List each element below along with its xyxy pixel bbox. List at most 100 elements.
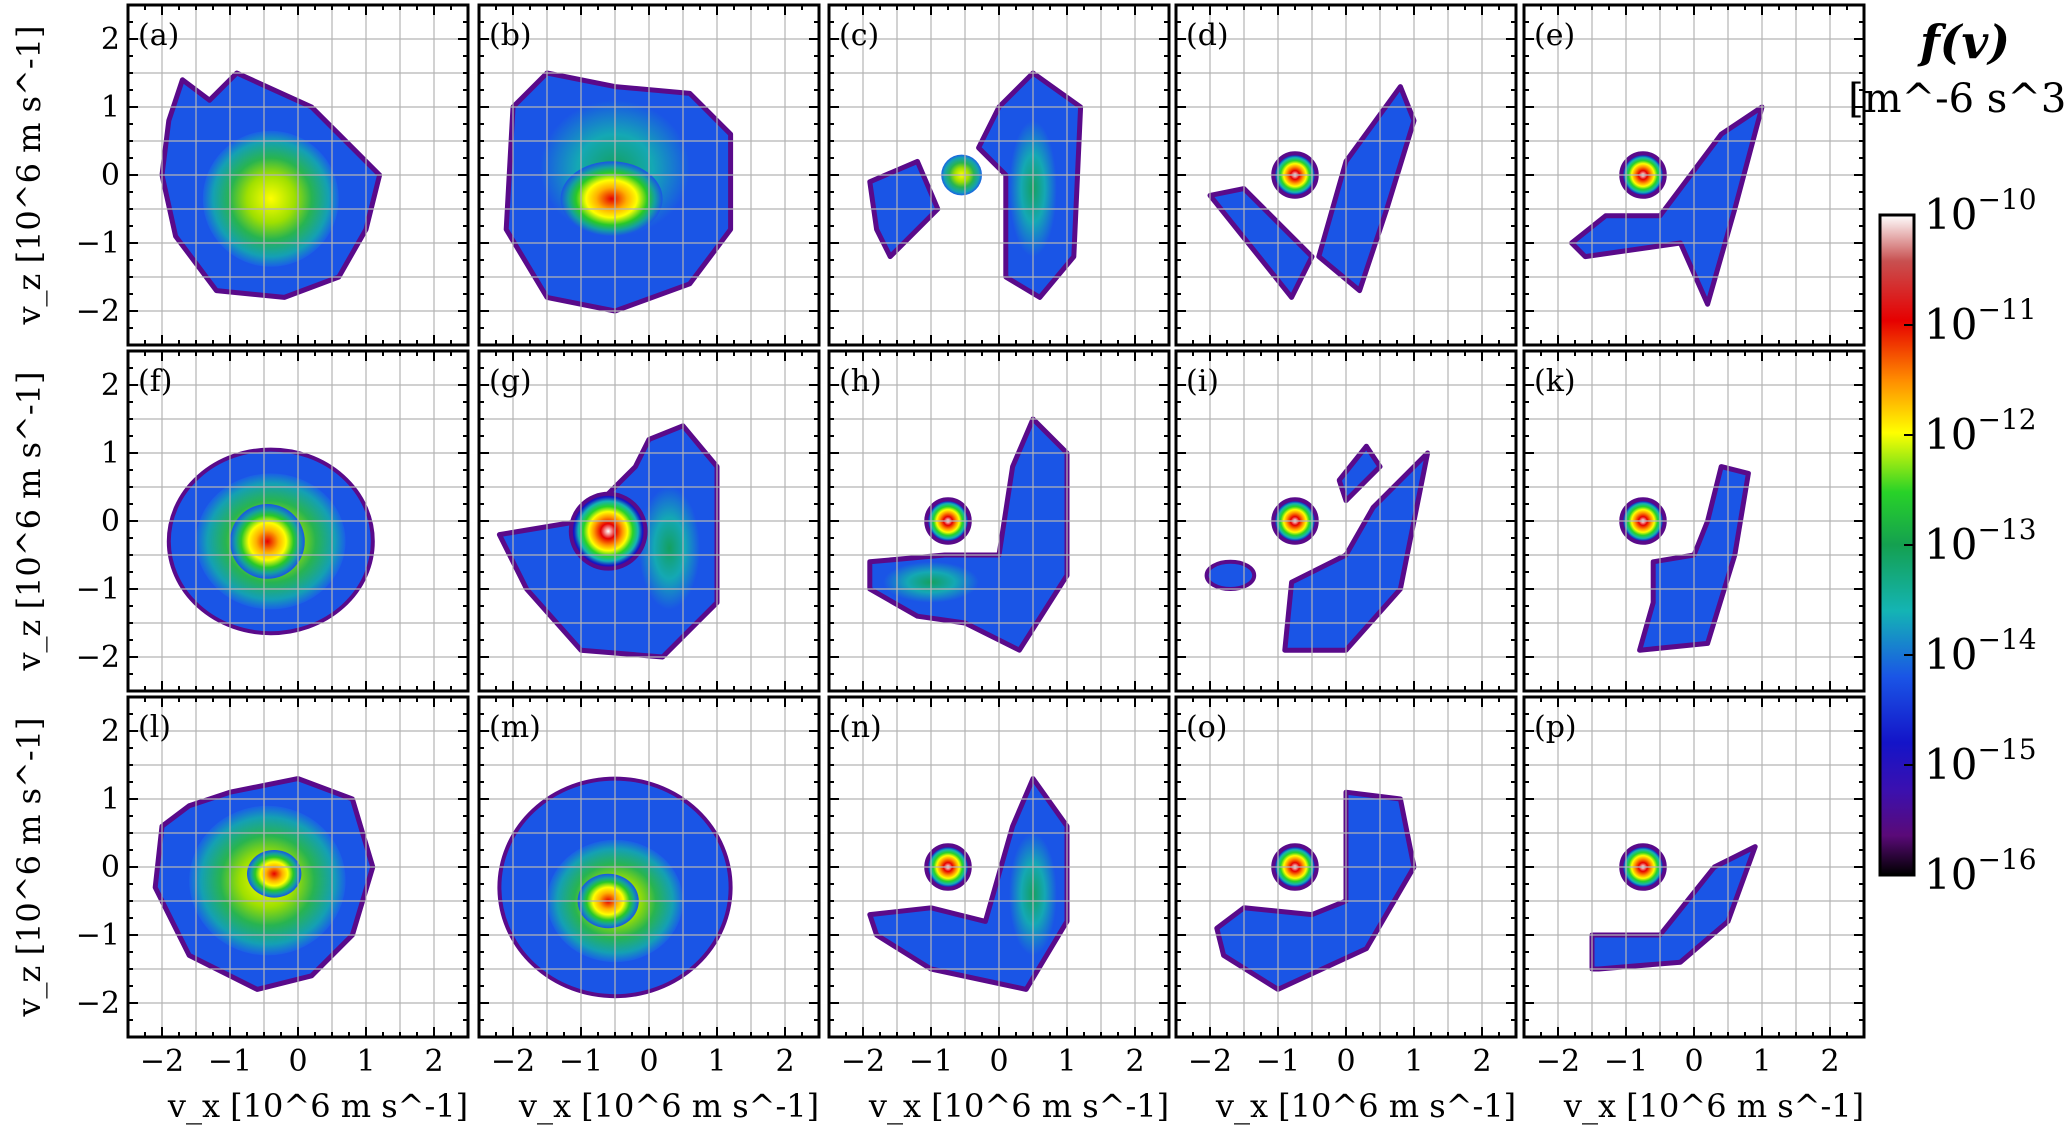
panel-m: (m) −2 −1 0 1 2 v_x [10^6 m s^-1] (477, 695, 821, 1125)
distribution-core (638, 487, 701, 610)
distribution-core (230, 504, 305, 579)
colorbar-tick-label: 10−13 (1924, 513, 2037, 569)
panel-label: (c) (839, 18, 879, 53)
panel-label: (d) (1186, 18, 1229, 53)
plot-frame (1522, 695, 1866, 1039)
x-tick-label: −2 (1536, 1044, 1580, 1079)
distribution-core (560, 161, 663, 237)
panel-label: (i) (1186, 364, 1219, 399)
y-tick-label: 0 (101, 158, 120, 193)
x-tick-label: −1 (208, 1044, 252, 1079)
x-tick-label: 0 (639, 1044, 658, 1079)
colorbar-tick-label: 10−10 (1924, 183, 2037, 239)
distribution-core (247, 850, 302, 898)
panel-label: (l) (138, 710, 171, 745)
plot-frame (1174, 3, 1518, 347)
panels: (a) 2 1 0 −1 −2 v_z [10^6 m s^-1] (b) (c) (d) (e) (… (10, 3, 1866, 1125)
panel-label: (k) (1534, 364, 1576, 399)
x-axis-label: v_x [10^6 m s^-1] (1563, 1087, 1864, 1125)
distribution-image (159, 70, 383, 300)
x-tick-label: −2 (841, 1044, 885, 1079)
x-tick-label: −2 (1188, 1044, 1232, 1079)
x-tick-label: 2 (1125, 1044, 1144, 1079)
x-tick-label: −1 (1604, 1044, 1648, 1079)
colorbar-tick-label: 10−15 (1924, 733, 2037, 789)
distribution-core (568, 491, 648, 571)
plot-frame (126, 3, 470, 347)
plot-frame (477, 349, 821, 693)
x-tick-label: 0 (288, 1044, 307, 1079)
y-tick-label: 2 (101, 714, 120, 749)
panel-b: (b) (477, 3, 821, 347)
y-axis-label: v_z [10^6 m s^-1] (10, 371, 48, 671)
distribution-image (1204, 443, 1431, 653)
x-tick-label: −1 (1256, 1044, 1300, 1079)
plot-frame (126, 695, 470, 1039)
plot-frame (126, 349, 470, 693)
x-tick-label: 1 (1404, 1044, 1423, 1079)
x-axis-label: v_x [10^6 m s^-1] (868, 1087, 1169, 1125)
panel-n: (n) −2 −1 0 1 2 v_x [10^6 m s^-1] (827, 695, 1171, 1125)
distribution-region (1282, 450, 1431, 653)
y-tick-label: 1 (101, 436, 120, 471)
distribution-image (503, 70, 734, 314)
x-tick-label: 0 (1684, 1044, 1703, 1079)
panel-label: (p) (1534, 710, 1577, 745)
panel-label: (m) (489, 710, 541, 745)
x-tick-label: 2 (424, 1044, 443, 1079)
distribution-core (202, 130, 339, 267)
plot-frame (477, 695, 821, 1039)
y-tick-label: 2 (101, 368, 120, 403)
panel-label: (e) (1534, 18, 1575, 53)
plot-frame (477, 3, 821, 347)
colorbar-tick-label: 10−14 (1924, 623, 2037, 679)
colorbar-tick-label: 10−12 (1924, 403, 2037, 459)
panel-label: (o) (1186, 710, 1227, 745)
y-tick-label: 0 (101, 850, 120, 885)
colorbar-title: f(v) (1917, 15, 2010, 69)
panel-label: (h) (839, 364, 882, 399)
panel-c: (c) (827, 3, 1171, 347)
panel-label: (f) (138, 364, 173, 399)
panel-label: (n) (839, 710, 882, 745)
y-axis-label: v_z [10^6 m s^-1] (10, 717, 48, 1017)
panel-p: (p) −2 −1 0 1 2 v_x [10^6 m s^-1] (1522, 695, 1866, 1125)
distribution-region (1569, 104, 1765, 307)
plot-frame (827, 349, 1171, 693)
y-tick-label: −2 (76, 294, 120, 329)
y-axis-label: v_z [10^6 m s^-1] (10, 25, 48, 325)
x-tick-label: 2 (1820, 1044, 1839, 1079)
distribution-image (166, 447, 375, 636)
colorbar-tick-label: 10−11 (1924, 293, 2037, 349)
panel-label: (a) (138, 18, 179, 53)
panel-o: (o) −2 −1 0 1 2 v_x [10^6 m s^-1] (1174, 695, 1518, 1125)
x-tick-label: 2 (775, 1044, 794, 1079)
plot-frame (1522, 3, 1866, 347)
x-tick-label: 0 (1336, 1044, 1355, 1079)
panel-l: (l) 2 1 0 −1 −2 v_z [10^6 m s^-1] −2 −1 0 1 2 v_x [1… (10, 695, 470, 1125)
panel-a: (a) 2 1 0 −1 −2 v_z [10^6 m s^-1] (10, 3, 470, 347)
y-tick-label: −1 (76, 572, 120, 607)
x-axis-label: v_x [10^6 m s^-1] (1215, 1087, 1516, 1125)
y-tick-label: 1 (101, 782, 120, 817)
grid (1523, 696, 1865, 1038)
x-tick-label: 1 (1057, 1044, 1076, 1079)
panel-label: (g) (489, 364, 532, 399)
plot-frame (827, 3, 1171, 347)
x-tick-label: 1 (356, 1044, 375, 1079)
y-tick-label: −1 (76, 226, 120, 261)
x-tick-label: −2 (491, 1044, 535, 1079)
y-tick-label: −1 (76, 918, 120, 953)
plot-frame (827, 695, 1171, 1039)
x-tick-label: 2 (1472, 1044, 1491, 1079)
x-tick-label: 1 (707, 1044, 726, 1079)
panel-e: (e) (1522, 3, 1866, 347)
distribution-core (1204, 559, 1257, 592)
plot-frame (1174, 695, 1518, 1039)
plot-frame (1174, 349, 1518, 693)
y-tick-label: 2 (101, 22, 120, 57)
plot-frame (1522, 349, 1866, 693)
x-tick-label: −2 (140, 1044, 184, 1079)
panel-h: (h) (827, 349, 1171, 693)
